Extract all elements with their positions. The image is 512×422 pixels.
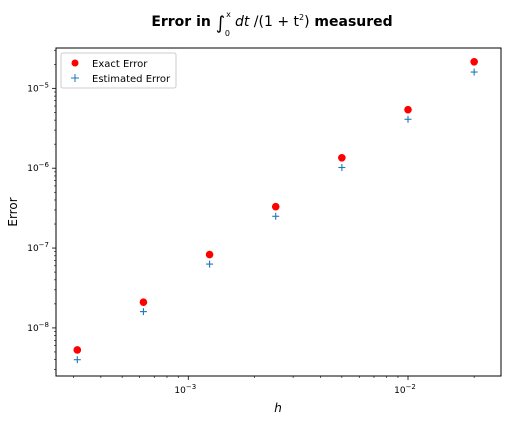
x-tick-label: 10−2 bbox=[394, 383, 416, 396]
estimated-error-point bbox=[272, 212, 280, 220]
exact-error-point bbox=[73, 346, 82, 354]
estimated-error-point bbox=[470, 68, 478, 76]
legend-marker-exact bbox=[71, 59, 79, 67]
plot-area bbox=[55, 47, 502, 377]
legend-label-exact: Exact Error bbox=[92, 59, 148, 70]
chart-title: Error in ∫x 0dt /(1 + t2) measured bbox=[151, 10, 392, 38]
x-axis-label: h bbox=[274, 401, 282, 415]
estimated-error-point bbox=[404, 115, 412, 123]
estimated-error-point bbox=[73, 356, 81, 364]
legend-marker-estimated bbox=[71, 74, 79, 82]
exact-error-point bbox=[271, 202, 280, 211]
exact-error-point bbox=[470, 57, 478, 66]
exact-error-point bbox=[205, 250, 214, 259]
estimated-error-point bbox=[139, 308, 147, 316]
estimated-error-point bbox=[206, 260, 214, 268]
legend: Exact Error Estimated Error bbox=[60, 52, 177, 89]
legend-box bbox=[60, 52, 177, 89]
y-tick-label: 10−5 bbox=[27, 81, 49, 94]
exact-error-point bbox=[404, 105, 412, 114]
estimated-error-point bbox=[338, 164, 346, 172]
y-tick-label: 10−6 bbox=[27, 161, 49, 174]
legend-label-estimated: Estimated Error bbox=[92, 74, 171, 85]
x-tick-label: 10−3 bbox=[174, 383, 196, 396]
y-tick-label: 10−8 bbox=[27, 321, 49, 334]
y-axis-label: Error bbox=[6, 197, 20, 226]
exact-error-point bbox=[338, 153, 346, 162]
exact-error-point bbox=[139, 298, 148, 306]
y-tick-label: 10−7 bbox=[27, 241, 49, 254]
